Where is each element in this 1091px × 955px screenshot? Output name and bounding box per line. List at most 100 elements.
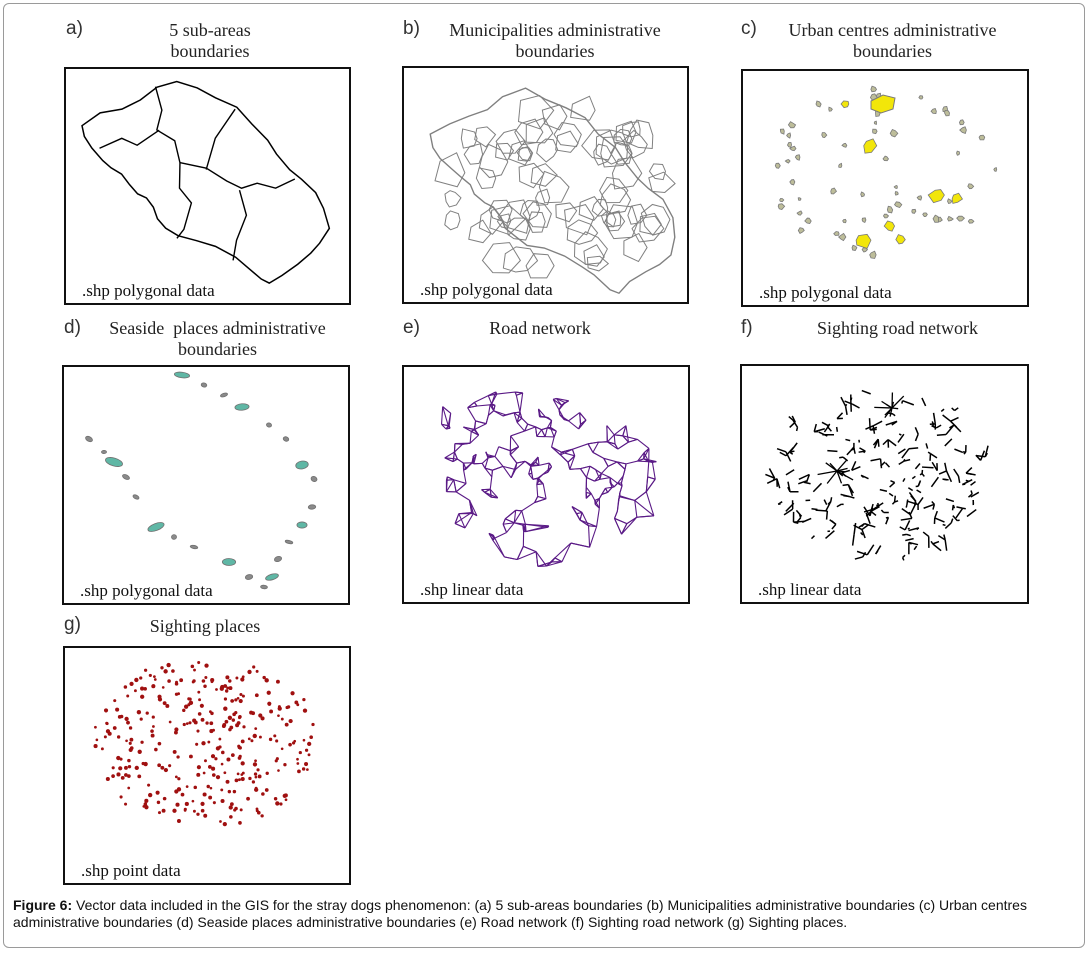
municipality-boundary	[527, 211, 546, 233]
sighting-road-segment	[891, 420, 898, 426]
road-segment	[441, 423, 447, 430]
seaside-place-polygon	[310, 476, 318, 482]
municipality-boundary	[496, 213, 512, 229]
urban-centre-polygon	[804, 217, 812, 224]
sighting-road-segment	[954, 407, 959, 412]
sighting-road-segment	[914, 463, 921, 470]
road-segment	[579, 519, 589, 527]
sighting-point	[266, 690, 271, 695]
sighting-road-segment	[779, 451, 787, 457]
seaside-place-polygon	[295, 460, 309, 470]
sub-area-boundary-4	[232, 190, 248, 261]
road-segment	[538, 408, 546, 418]
road-segment	[562, 417, 565, 420]
municipality-boundary	[627, 203, 648, 225]
sighting-road-segment	[967, 493, 973, 498]
road-segment	[552, 399, 560, 411]
sighting-road-segment	[875, 550, 879, 555]
sighting-road-segment	[884, 462, 891, 468]
sighting-point	[196, 765, 201, 770]
sighting-point	[240, 739, 245, 744]
sighting-road-segment	[811, 508, 818, 511]
municipality-boundary	[564, 204, 595, 236]
sighting-road-segment	[872, 502, 884, 510]
road-segment	[505, 518, 515, 524]
road-segment	[487, 454, 496, 458]
sighting-road-segment	[906, 500, 919, 506]
road-segment	[496, 391, 516, 395]
road-segment	[537, 408, 541, 418]
sighting-road-segment	[805, 474, 811, 483]
sighting-point	[247, 737, 251, 741]
road-segment	[594, 478, 601, 482]
sighting-point	[148, 792, 153, 798]
road-segment	[569, 468, 581, 470]
sighting-road-segment	[846, 449, 852, 456]
sighting-point	[306, 768, 309, 771]
sighting-point	[103, 735, 107, 739]
sighting-road-segment	[936, 433, 947, 436]
sighting-point	[161, 686, 165, 689]
panel-g-title-line1: Sighting places	[149, 616, 261, 636]
urban-centre-polygon	[870, 94, 896, 114]
road-segment	[542, 466, 552, 475]
sighting-point	[195, 742, 199, 746]
sighting-road-segment	[938, 470, 947, 475]
municipality-boundary	[460, 128, 478, 149]
sighting-point	[215, 746, 221, 751]
sighting-point	[100, 747, 104, 751]
sighting-point	[179, 678, 184, 683]
road-segment	[473, 454, 477, 464]
road-segment	[589, 465, 596, 471]
panel-b-title-line2: boundaries	[515, 41, 595, 61]
road-segment	[560, 454, 569, 463]
sighting-road-segment	[944, 522, 952, 529]
sighting-point	[238, 698, 243, 704]
road-segment	[513, 510, 523, 524]
municipality-boundary	[519, 199, 541, 222]
sub-areas-outline	[81, 80, 331, 284]
caption-text: Vector data included in the GIS for the …	[13, 897, 1027, 930]
road-segment	[524, 423, 529, 432]
sighting-road-segment	[908, 447, 919, 450]
urban-centre-polygon	[787, 121, 797, 129]
panel-a-title: 5 sub-areas boundaries	[110, 20, 310, 62]
panel-g-title: Sighting places	[110, 616, 300, 637]
sighting-point	[211, 766, 216, 771]
sighting-point	[222, 724, 226, 728]
sighting-point	[279, 802, 283, 806]
sighting-point	[117, 715, 122, 719]
road-segment	[625, 460, 638, 465]
road-network-map	[440, 391, 657, 567]
sighting-point	[211, 773, 216, 777]
sighting-point	[219, 820, 222, 823]
sighting-road-segment	[965, 472, 976, 476]
panel-f-map: .shp linear data	[740, 364, 1029, 604]
sighting-road-segment	[945, 470, 953, 483]
municipality-boundary	[648, 171, 676, 193]
sighting-road-segment	[965, 479, 969, 482]
sighting-point	[162, 796, 167, 801]
sighting-road-segment	[768, 468, 776, 479]
road-segment	[569, 455, 576, 470]
sighting-point	[286, 705, 291, 709]
sighting-point	[137, 774, 142, 779]
road-segment	[567, 462, 571, 470]
seaside-place-polygon	[101, 450, 107, 454]
road-segment	[502, 524, 508, 533]
sighting-point	[123, 685, 128, 689]
road-segment	[519, 411, 523, 419]
sighting-point	[128, 726, 133, 730]
sighting-road-segment	[927, 451, 931, 455]
sighting-point	[203, 813, 208, 818]
sighting-point	[148, 673, 152, 677]
road-segment	[540, 415, 549, 419]
sighting-point	[174, 727, 179, 732]
urban-centre-polygon	[828, 106, 833, 112]
sighting-road-segment	[829, 519, 837, 525]
road-segment	[455, 491, 470, 501]
sighting-point	[201, 741, 206, 746]
sighting-point	[288, 718, 293, 724]
sighting-point	[162, 701, 167, 706]
sighting-road-segment	[844, 400, 853, 405]
